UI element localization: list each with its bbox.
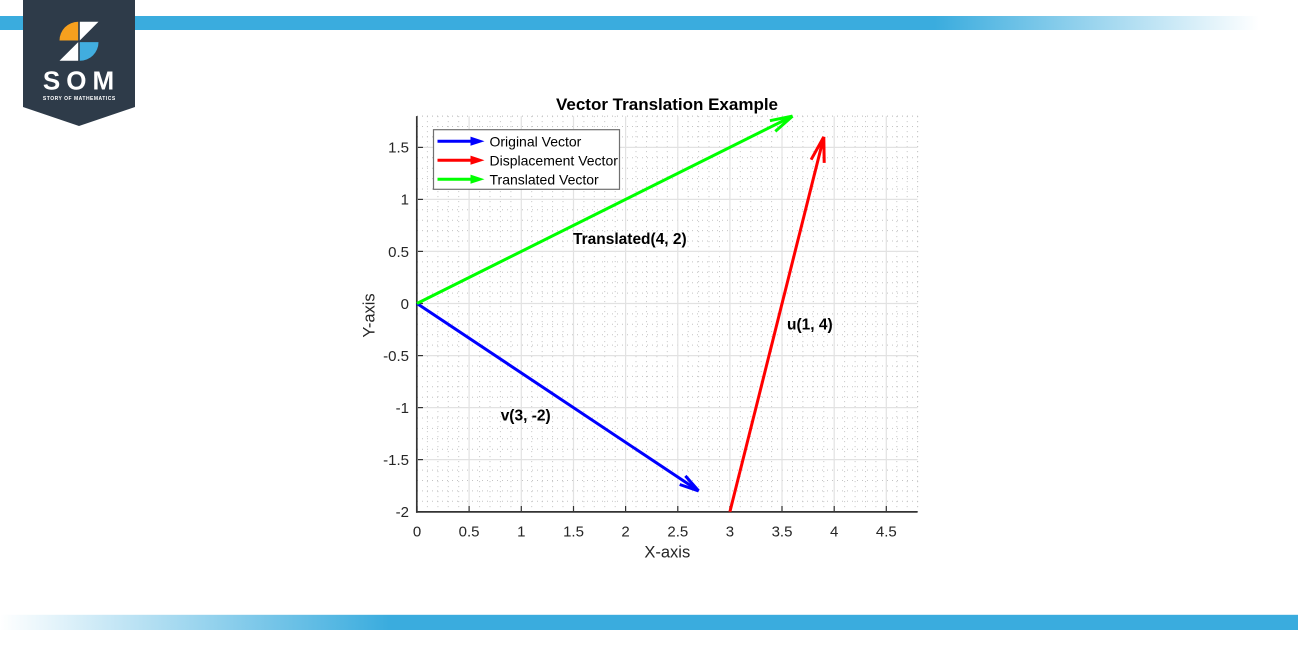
svg-text:3: 3 [726,524,734,541]
svg-text:0: 0 [401,296,409,313]
svg-text:X-axis: X-axis [644,544,690,562]
svg-text:Vector Translation Example: Vector Translation Example [556,95,778,114]
svg-text:0.5: 0.5 [388,244,409,261]
svg-text:1: 1 [517,524,525,541]
svg-text:1.5: 1.5 [563,524,584,541]
svg-text:SOM: SOM [43,66,120,96]
svg-text:4.5: 4.5 [876,524,897,541]
svg-text:2: 2 [621,524,629,541]
svg-text:-1: -1 [396,400,409,417]
svg-text:1.5: 1.5 [388,140,409,157]
svg-text:Translated(4, 2): Translated(4, 2) [573,231,687,248]
svg-text:u(1, 4): u(1, 4) [787,317,833,334]
svg-text:0.5: 0.5 [459,524,480,541]
svg-text:3.5: 3.5 [772,524,793,541]
svg-text:Original Vector: Original Vector [490,133,582,149]
svg-text:2.5: 2.5 [667,524,688,541]
svg-text:Displacement Vector: Displacement Vector [490,152,619,168]
svg-text:STORY OF MATHEMATICS: STORY OF MATHEMATICS [43,96,116,102]
svg-text:Translated Vector: Translated Vector [490,171,600,187]
svg-text:-1.5: -1.5 [383,452,409,469]
svg-text:-2: -2 [396,504,409,521]
svg-text:Y-axis: Y-axis [361,293,379,337]
svg-text:-0.5: -0.5 [383,348,409,365]
svg-text:0: 0 [413,524,421,541]
svg-text:4: 4 [830,524,838,541]
svg-text:v(3, -2): v(3, -2) [501,408,551,425]
svg-text:1: 1 [401,192,409,209]
